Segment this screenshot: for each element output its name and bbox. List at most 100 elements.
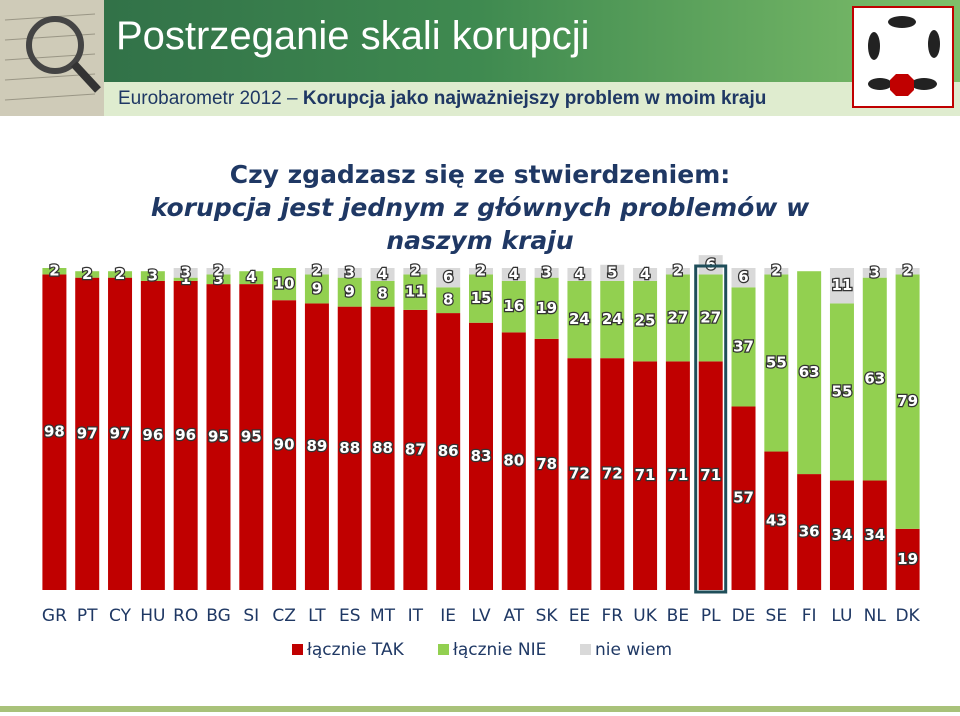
bar-segment <box>370 280 395 307</box>
x-tick-label: SI <box>243 606 259 626</box>
value-label: 2 <box>410 262 420 280</box>
legend-label: nie wiem <box>595 640 672 660</box>
bar-segment <box>534 277 559 339</box>
x-tick-label: CZ <box>272 606 296 626</box>
bar-segment <box>436 313 461 590</box>
bar-segment <box>895 528 920 590</box>
bar-segment <box>403 268 428 275</box>
bar-segment <box>895 268 920 275</box>
bar-segment <box>862 480 887 590</box>
value-label: 15 <box>471 289 492 307</box>
x-tick-label: DK <box>895 606 920 626</box>
bar-segment <box>731 287 756 407</box>
value-label: 36 <box>799 523 820 541</box>
bar-segment <box>206 268 231 275</box>
header: Postrzeganie skali korupcji Eurobarometr… <box>0 0 960 116</box>
value-label: 11 <box>405 283 426 301</box>
x-tick-label: IE <box>440 606 456 626</box>
value-label: 97 <box>110 424 131 442</box>
value-label: 90 <box>274 436 295 454</box>
bar-segment <box>337 306 362 590</box>
value-label: 72 <box>602 465 623 483</box>
bar-segment <box>337 277 362 307</box>
x-tick-label: PL <box>701 606 721 626</box>
bar-segment <box>764 268 789 275</box>
bar-segment <box>633 268 658 281</box>
value-label: 95 <box>241 428 262 446</box>
bar-segment <box>469 274 493 323</box>
footer-stripe <box>0 706 960 712</box>
bar-segment <box>469 268 493 275</box>
value-label: 8 <box>377 284 387 302</box>
value-label: 88 <box>372 439 393 457</box>
value-label: 2 <box>82 265 92 283</box>
bar-segment <box>42 268 67 275</box>
bar-segment <box>862 268 887 278</box>
value-label: 86 <box>438 442 459 460</box>
value-label: 80 <box>503 452 524 470</box>
legend-swatch <box>580 644 591 655</box>
value-label: 97 <box>77 424 98 442</box>
bar-segment <box>731 268 756 288</box>
value-label: 6 <box>705 255 715 273</box>
value-label: 2 <box>213 262 223 280</box>
value-label: 63 <box>799 363 820 381</box>
value-label: 27 <box>667 308 688 326</box>
value-label: 57 <box>733 489 754 507</box>
bar-segment <box>173 277 198 281</box>
value-label: 55 <box>832 382 853 400</box>
x-tick-label: UK <box>633 606 657 626</box>
bar-segment <box>501 332 526 590</box>
bar-segment <box>206 274 231 285</box>
value-label: 34 <box>832 526 853 544</box>
legend-label: łącznie NIE <box>453 640 546 660</box>
value-label: 79 <box>897 392 918 410</box>
value-label: 6 <box>738 268 748 286</box>
value-label: 89 <box>306 437 327 455</box>
value-label: 71 <box>700 466 721 484</box>
value-label: 87 <box>405 440 426 458</box>
value-label: 27 <box>700 308 721 326</box>
x-tick-label: EE <box>569 606 590 626</box>
value-label: 88 <box>339 439 360 457</box>
value-label: 3 <box>148 267 158 285</box>
value-label: 2 <box>902 262 912 280</box>
highlight-box <box>694 264 728 594</box>
legend-label: łącznie TAK <box>307 640 405 660</box>
value-label: 95 <box>208 428 229 446</box>
bar-segment <box>206 284 231 590</box>
value-label: 98 <box>44 423 65 441</box>
subtitle: Eurobarometr 2012 – Korupcja jako najważ… <box>118 88 766 110</box>
bar-segment <box>403 309 428 590</box>
value-label: 9 <box>345 283 355 301</box>
bar-segment <box>304 268 329 275</box>
value-label: 96 <box>142 426 163 444</box>
value-label: 24 <box>602 310 623 328</box>
header-image <box>0 0 104 116</box>
value-label: 3 <box>541 263 551 281</box>
bar-segment <box>600 358 625 590</box>
bar-segment <box>567 268 592 281</box>
chart-title-block: Czy zgadzasz się ze stwierdzeniem: korup… <box>100 158 860 257</box>
value-label: 4 <box>246 268 256 286</box>
bar-segment <box>501 268 526 281</box>
value-label: 24 <box>569 310 590 328</box>
bar-segment <box>304 303 329 590</box>
x-tick-label: SE <box>766 606 788 626</box>
chart-title: Czy zgadzasz się ze stwierdzeniem: <box>229 160 731 189</box>
bar-segment <box>829 303 854 481</box>
value-label: 4 <box>640 265 650 283</box>
bar-segment <box>665 268 690 275</box>
bar-segment <box>173 268 198 278</box>
bar-segment <box>140 280 165 590</box>
x-tick-label: LV <box>471 606 491 626</box>
bar-segment <box>633 361 658 590</box>
bar-segment <box>108 277 133 590</box>
bar-segment <box>764 274 789 452</box>
logo <box>852 6 954 108</box>
value-label: 72 <box>569 465 590 483</box>
bar-segment <box>797 474 822 590</box>
bar-segment <box>75 277 100 590</box>
